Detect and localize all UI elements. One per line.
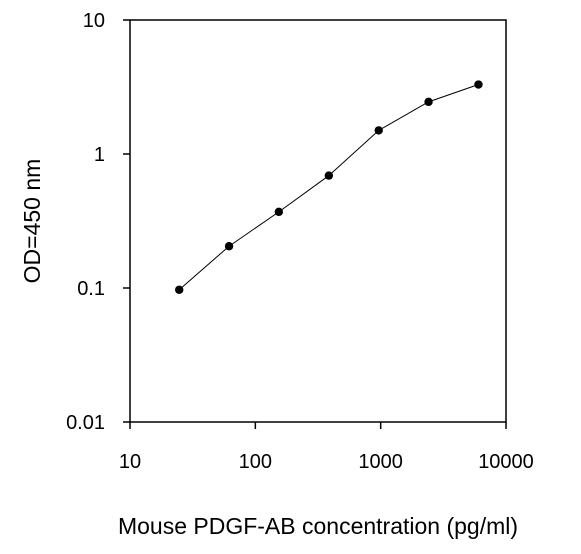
y-axis-title: OD=450 nm xyxy=(19,159,45,284)
y-tick-label: 0.1 xyxy=(77,278,105,300)
data-point xyxy=(224,242,234,251)
x-axis-title: Mouse PDGF-AB concentration (pg/ml) xyxy=(118,513,518,539)
series-line xyxy=(178,84,479,291)
x-tick-label: 1000 xyxy=(358,451,403,473)
data-point xyxy=(274,207,284,217)
data-point xyxy=(175,285,184,294)
y-tick-label: 1 xyxy=(94,144,105,166)
data-point xyxy=(424,97,433,107)
data-point xyxy=(324,171,334,180)
y-tick-label: 0.01 xyxy=(66,412,105,434)
x-axis-ticks: 10 100 1000 10000 xyxy=(119,422,534,473)
x-tick-label: 100 xyxy=(239,451,272,473)
data-point xyxy=(474,80,483,89)
y-axis-ticks: 0.01 0.1 1 10 xyxy=(66,10,130,434)
data-point xyxy=(374,126,383,135)
plot-frame xyxy=(129,19,507,423)
x-tick-label: 10 xyxy=(119,451,141,473)
series-layer xyxy=(175,80,483,294)
x-tick-label: 10000 xyxy=(478,451,534,473)
y-tick-label: 10 xyxy=(83,10,105,32)
